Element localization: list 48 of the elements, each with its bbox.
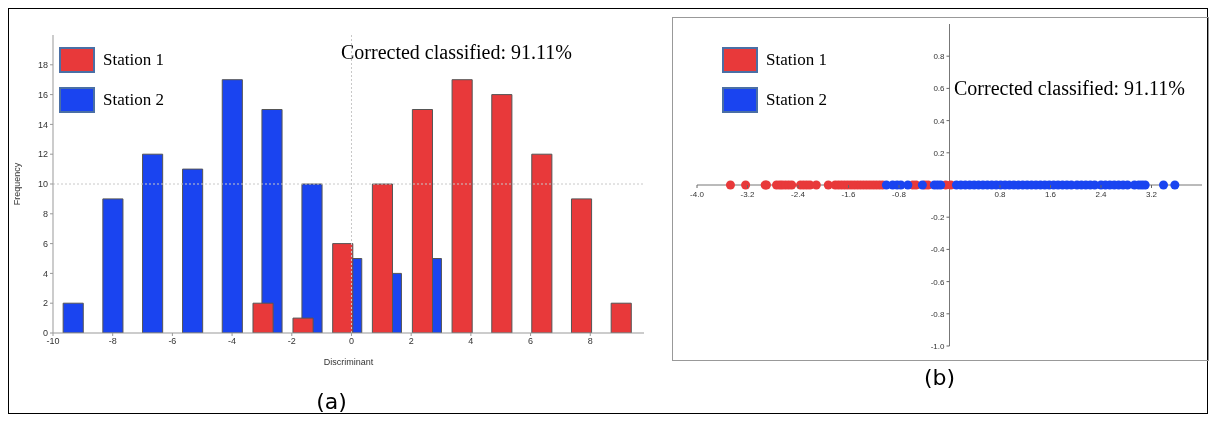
y-tick-label: -1.0 xyxy=(930,342,946,351)
y-tick-label: 0 xyxy=(42,328,48,339)
x-tick-label: -4 xyxy=(228,336,237,347)
y-tick-label: 6 xyxy=(42,238,48,249)
y-tick-label: 4 xyxy=(42,268,48,279)
annotation: Corrected classified: 91.11% xyxy=(341,41,572,64)
y-axis-title: Frequency xyxy=(12,162,23,206)
y-tick-label: 10 xyxy=(37,179,48,190)
y-tick-label: -0.8 xyxy=(930,309,946,319)
x-axis-title: Discriminant xyxy=(323,357,374,367)
y-tick-label: 8 xyxy=(42,209,48,219)
y-tick-label: 14 xyxy=(37,119,48,130)
x-tick-label: -1.6 xyxy=(841,190,856,199)
text: (a) xyxy=(315,389,348,414)
x-tick-label: 6 xyxy=(528,336,534,347)
text: (b) xyxy=(922,365,957,390)
y-tick-label: -0.2 xyxy=(930,213,946,223)
x-tick-label: 4 xyxy=(468,336,474,347)
y-tick-label: 0.8 xyxy=(933,52,946,62)
x-tick-label: -3.2 xyxy=(740,190,755,199)
y-tick-label: -0.6 xyxy=(930,277,946,287)
y-tick-label: 12 xyxy=(37,149,48,160)
y-tick-label: 2 xyxy=(42,298,48,309)
x-tick-label: 0 xyxy=(348,336,354,347)
x-tick-label: 2.4 xyxy=(1095,190,1108,199)
legend-label: Station 1 xyxy=(766,50,827,70)
x-tick-label: -10 xyxy=(46,336,60,347)
x-tick-label: -2 xyxy=(287,336,296,347)
x-tick-label: -4.0 xyxy=(690,190,705,199)
x-tick-label: 8 xyxy=(587,336,593,347)
x-tick-label: 2 xyxy=(408,336,414,347)
y-tick-label: 0.2 xyxy=(933,148,946,158)
y-tick-label: 18 xyxy=(37,59,48,70)
y-tick-label: 0.6 xyxy=(933,84,946,94)
annotation: Corrected classified: 91.11% xyxy=(954,77,1185,100)
legend-label: Station 2 xyxy=(766,90,827,110)
x-tick-label: -0.8 xyxy=(892,190,907,199)
y-tick-label: 0.4 xyxy=(933,116,946,126)
legend-label: Station 1 xyxy=(103,50,164,70)
x-tick-label: 1.6 xyxy=(1044,190,1057,199)
x-tick-label: -6 xyxy=(168,336,177,347)
x-tick-label: 3.2 xyxy=(1145,190,1158,199)
x-tick-label: -2.4 xyxy=(791,190,806,199)
x-tick-label: -8 xyxy=(108,336,117,347)
legend-label: Station 2 xyxy=(103,90,164,110)
y-tick-label: -0.4 xyxy=(930,245,946,255)
x-tick-label: 0.8 xyxy=(994,190,1007,199)
y-tick-label: 16 xyxy=(37,89,48,100)
